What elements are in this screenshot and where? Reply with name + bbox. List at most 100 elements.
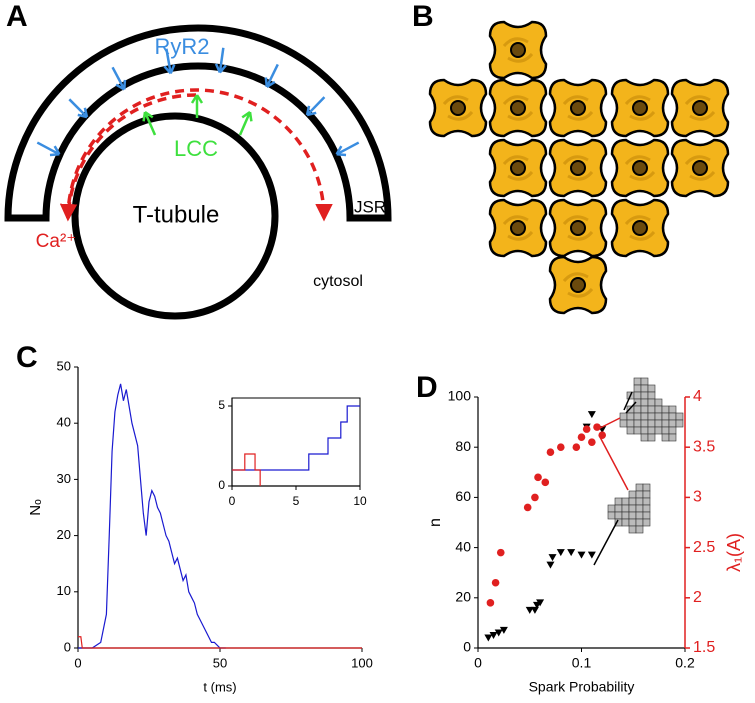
cluster-cell (626, 412, 635, 421)
cluster-cell (647, 412, 656, 421)
x-tick-label: 5 (293, 494, 300, 508)
ryr-tile (670, 138, 730, 198)
x-tick-label: 0.1 (572, 655, 592, 671)
data-line (232, 405, 360, 471)
x-axis-label: t (ms) (203, 679, 236, 694)
data-line (78, 636, 362, 649)
lcc-arrow (238, 111, 252, 136)
tile-core (510, 160, 526, 176)
tile-swirl (502, 37, 534, 63)
cytosol-label: cytosol (313, 273, 363, 290)
ryr2-arrowhead (77, 107, 89, 119)
ryr2-arrow (265, 63, 279, 88)
tile-core (632, 220, 648, 236)
cluster-cell (654, 412, 663, 421)
cluster-cell (621, 504, 630, 513)
cluster-cell (654, 426, 663, 435)
cluster-cell (642, 497, 651, 506)
cluster-cell (607, 504, 616, 513)
cluster-cell (647, 419, 656, 428)
cluster-cell (675, 412, 684, 421)
cluster-cell (635, 490, 644, 499)
cluster-cell (628, 504, 637, 513)
t-tubule-label: T-tubule (133, 201, 220, 228)
cluster-cell (635, 518, 644, 527)
ryr-tile (548, 78, 608, 138)
data-point (556, 549, 565, 557)
cluster-cell (661, 405, 670, 414)
ryr2-arrowhead (214, 63, 227, 74)
tile-core (510, 220, 526, 236)
y-tick-label: 40 (57, 415, 71, 430)
x-axis-label: Spark Probability (529, 679, 635, 695)
tile-swirl (562, 272, 594, 298)
calcium-flow (59, 93, 197, 222)
cluster-cell (647, 384, 656, 393)
y2-tick-label: 2.5 (693, 539, 715, 556)
tile-core (510, 42, 526, 58)
calcium-label: Ca²⁺ (36, 231, 77, 252)
x-tick-label: 0 (74, 655, 81, 670)
tile-core (570, 100, 586, 116)
ryr-tile (548, 138, 608, 198)
data-point (491, 578, 500, 587)
data-point (534, 473, 542, 482)
cluster-cell (642, 504, 651, 513)
x-tick-label: 0 (229, 494, 236, 508)
cluster-cell (661, 412, 670, 421)
data-point (494, 629, 503, 637)
cluster-cell (626, 419, 635, 428)
tile-core (570, 160, 586, 176)
ryr2-arrow (36, 141, 60, 156)
cluster-cell (668, 433, 677, 442)
tile-swirl (562, 215, 594, 241)
cluster-cell (640, 433, 649, 442)
lcc-arrowhead (142, 110, 154, 122)
y-tick-label: 5 (218, 398, 225, 412)
cluster-cell (661, 419, 670, 428)
cluster-cell (635, 504, 644, 513)
ryr-tile (548, 198, 608, 258)
tile-core (570, 220, 586, 236)
panel-label: B (412, 0, 434, 33)
cluster-cell (647, 398, 656, 407)
calcium-flow (66, 88, 333, 222)
cluster-cell (619, 419, 628, 428)
y-tick-label: 20 (57, 527, 71, 542)
data-point (582, 425, 591, 433)
cluster-cell (619, 412, 628, 421)
y2-tick-label: 2 (693, 589, 702, 606)
ryr2-arrowhead (335, 145, 347, 157)
tile-swirl (684, 95, 716, 121)
ryr2-arrowhead (264, 77, 276, 88)
cluster-cell (642, 518, 651, 527)
cluster-cell (633, 405, 642, 414)
cluster-cell (614, 511, 623, 520)
tile-swirl (624, 155, 656, 181)
ryr-tile (670, 78, 730, 138)
cluster-cell (642, 511, 651, 520)
data-point (531, 493, 539, 502)
y-tick-label: 50 (57, 358, 71, 373)
tile-swirl (502, 215, 534, 241)
data-point (567, 549, 576, 557)
data-point (588, 438, 596, 446)
y-tick-label: 60 (455, 488, 471, 504)
ryr2-arrow (68, 98, 88, 118)
tile-core (692, 160, 708, 176)
cluster-cell (654, 405, 663, 414)
cluster-cell (668, 412, 677, 421)
y2-tick-label: 4 (693, 388, 702, 405)
ryr2-arrow (165, 48, 172, 74)
panel-b: B (412, 0, 730, 315)
data-point (484, 634, 493, 642)
data-point (577, 551, 586, 559)
cluster-cell (633, 384, 642, 393)
cluster-cell (626, 426, 635, 435)
y-tick-label: 100 (448, 388, 472, 404)
x-tick-label: 50 (213, 655, 227, 670)
data-point (598, 431, 606, 439)
cluster-cell (647, 426, 656, 435)
data-point (587, 551, 596, 559)
y2-axis-label: λ₁(A) (724, 533, 744, 572)
